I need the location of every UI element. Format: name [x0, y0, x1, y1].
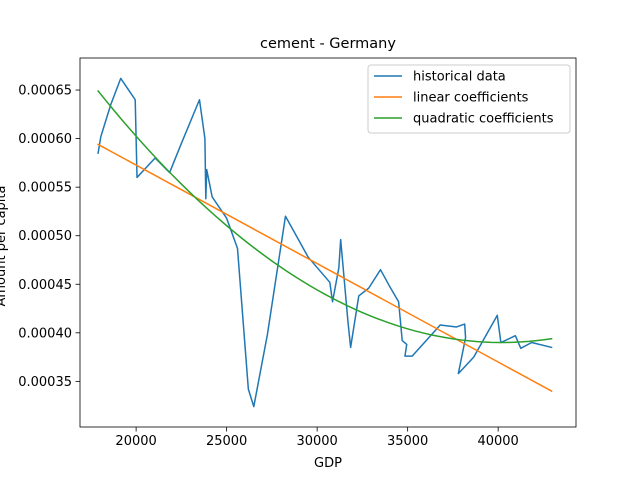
y-tick-label: 0.00060 [18, 132, 72, 147]
y-tick-label: 0.00040 [18, 326, 72, 341]
legend-entry: linear coefficients [413, 91, 529, 106]
y-tick-label: 0.00065 [18, 84, 72, 99]
legend: historical data linear coefficients quadra… [367, 64, 571, 134]
chart-title: cement - Germany [260, 36, 396, 52]
y-tick-label: 0.00055 [18, 181, 72, 196]
axes-frame [79, 57, 577, 428]
x-tick-label: 20000 [115, 434, 156, 449]
x-tick-label: 40000 [477, 434, 518, 449]
y-tick-label: 0.00045 [18, 278, 72, 293]
legend-entry: historical data [413, 70, 506, 85]
series-line-linear-coefficients [97, 143, 553, 393]
y-tick-label: 0.00035 [18, 375, 72, 390]
plot-area: 20000 25000 30000 35000 40000 0.00035 0.00040 0… [18, 57, 577, 449]
x-tick-label: 25000 [206, 434, 247, 449]
x-axis-label: GDP [314, 456, 342, 471]
x-tick-label: 30000 [296, 434, 337, 449]
series-line-quadratic-coefficients [97, 89, 553, 344]
x-tick-label: 35000 [387, 434, 428, 449]
legend-entry: quadratic coefficients [413, 112, 554, 127]
y-tick-label: 0.00050 [18, 229, 72, 244]
series-line-historical-data [97, 77, 553, 408]
legend-box [367, 64, 571, 134]
y-axis-label: Amount per capita [0, 186, 9, 307]
